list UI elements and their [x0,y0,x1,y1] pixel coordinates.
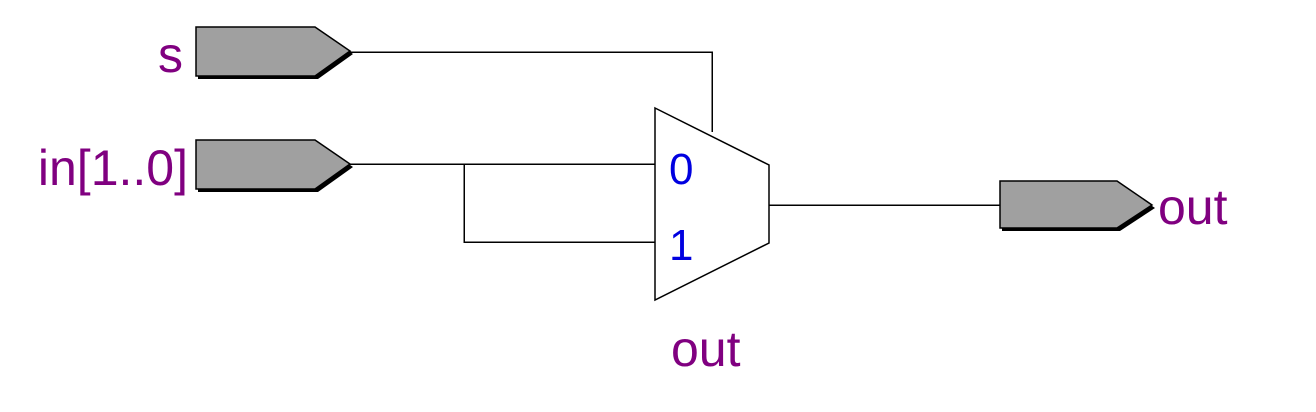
mux-body-shape [654,106,770,302]
wire-s-to-mux-select [350,51,713,132]
input-port-s-label: s [158,27,183,83]
mux-input0-label: 0 [669,145,693,194]
output-port-out-label: out [1158,179,1228,235]
input-port-in-label: in[1..0] [38,140,188,196]
input-port-in[interactable] [195,139,353,192]
mux-input1-label: 1 [669,221,693,270]
input-port-s[interactable] [195,26,353,79]
input-port-in-shape [195,139,352,190]
wire-in-to-mux-input1 [463,164,655,243]
mux-2to1[interactable]: 0 1 [654,106,770,302]
mux-instance-name: out [671,321,741,377]
input-port-s-shape [195,26,352,77]
output-port-out[interactable] [999,180,1155,231]
output-port-out-shape [999,180,1154,229]
